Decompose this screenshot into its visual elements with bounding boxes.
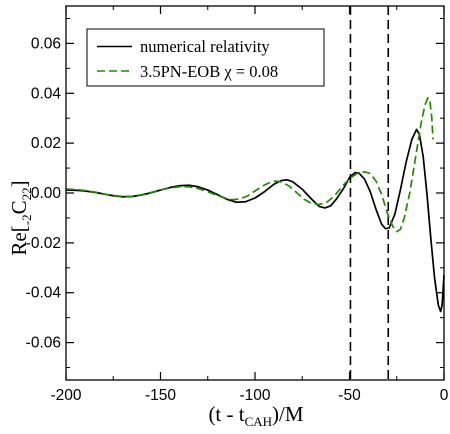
legend: numerical relativity 3.5PN-EOB χ = 0.08 (86, 28, 325, 87)
legend-label-numerical-relativity: numerical relativity (140, 37, 270, 56)
x-tick-label: -200 (50, 387, 81, 404)
series-line-0 (65, 128, 445, 313)
axes: -200 -150 -100 -50 0 -0.06 -0.04 -0.02 0.00 0.02 0… (26, 5, 449, 404)
y-tick-label: 0.06 (31, 35, 61, 52)
y-tick-label: 0.00 (31, 185, 62, 202)
x-tick-label: 0 (440, 387, 449, 404)
x-tick-label: -50 (338, 387, 361, 404)
y-tick-label: 0.04 (31, 85, 62, 102)
legend-label-eob: 3.5PN-EOB χ = 0.08 (140, 62, 278, 81)
y-tick-label: -0.04 (26, 285, 62, 302)
y-axis-title: Re[-2C22] (7, 180, 34, 255)
y-tick-label: -0.02 (26, 235, 61, 252)
y-tick-label: -0.06 (26, 335, 61, 352)
x-tick-label: -150 (145, 387, 176, 404)
series-line-1 (65, 96, 434, 233)
x-tick-label: -100 (239, 387, 270, 404)
x-axis-title: (t - tCAH)/M (208, 402, 303, 429)
y-tick-label: 0.02 (31, 135, 61, 152)
plot-area (65, 6, 445, 380)
legend-box (86, 28, 325, 87)
